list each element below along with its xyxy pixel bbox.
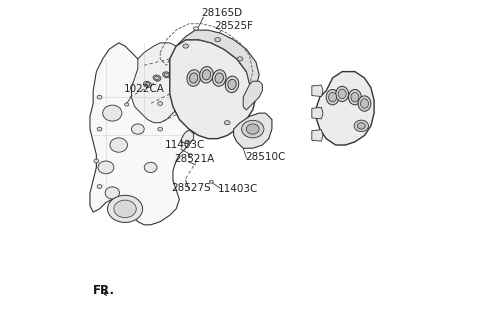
Text: 28521A: 28521A xyxy=(175,154,215,164)
Text: 11403C: 11403C xyxy=(217,184,258,194)
Ellipse shape xyxy=(158,102,163,106)
Ellipse shape xyxy=(354,120,369,132)
Ellipse shape xyxy=(237,57,243,61)
Text: 11403C: 11403C xyxy=(165,140,205,150)
Ellipse shape xyxy=(187,141,191,144)
Polygon shape xyxy=(170,40,256,139)
Ellipse shape xyxy=(97,127,102,131)
Polygon shape xyxy=(176,30,259,97)
Ellipse shape xyxy=(187,70,201,86)
Polygon shape xyxy=(234,113,272,148)
Polygon shape xyxy=(312,107,323,119)
Text: FR.: FR. xyxy=(93,284,115,298)
Polygon shape xyxy=(317,71,374,145)
Ellipse shape xyxy=(202,70,211,80)
Polygon shape xyxy=(312,130,323,141)
Polygon shape xyxy=(181,131,194,143)
Ellipse shape xyxy=(190,73,198,83)
Ellipse shape xyxy=(97,95,102,99)
Polygon shape xyxy=(103,291,107,296)
Ellipse shape xyxy=(213,70,226,86)
Ellipse shape xyxy=(326,90,339,105)
Ellipse shape xyxy=(174,76,179,80)
Ellipse shape xyxy=(183,44,189,48)
Ellipse shape xyxy=(200,67,213,83)
Ellipse shape xyxy=(108,195,143,223)
Ellipse shape xyxy=(215,73,223,83)
Ellipse shape xyxy=(103,105,122,121)
Text: 1022CA: 1022CA xyxy=(123,84,164,94)
Ellipse shape xyxy=(125,103,129,106)
Polygon shape xyxy=(312,85,323,97)
Ellipse shape xyxy=(98,161,114,174)
Text: 28525F: 28525F xyxy=(215,21,253,31)
Ellipse shape xyxy=(144,81,151,87)
Ellipse shape xyxy=(105,187,120,199)
Ellipse shape xyxy=(132,124,144,134)
Ellipse shape xyxy=(228,79,236,90)
Ellipse shape xyxy=(114,200,136,218)
Ellipse shape xyxy=(193,27,198,30)
Ellipse shape xyxy=(189,154,192,157)
Ellipse shape xyxy=(144,162,157,173)
Ellipse shape xyxy=(246,124,259,134)
Ellipse shape xyxy=(145,82,150,86)
Ellipse shape xyxy=(241,120,264,138)
Ellipse shape xyxy=(215,38,220,42)
Ellipse shape xyxy=(357,123,365,129)
Ellipse shape xyxy=(225,76,239,93)
Ellipse shape xyxy=(224,121,230,125)
Ellipse shape xyxy=(348,90,361,105)
Ellipse shape xyxy=(209,180,213,183)
Ellipse shape xyxy=(94,159,99,163)
Ellipse shape xyxy=(155,76,159,80)
Ellipse shape xyxy=(158,127,163,131)
Text: 28510C: 28510C xyxy=(245,152,285,162)
Ellipse shape xyxy=(110,138,128,152)
Polygon shape xyxy=(132,43,192,123)
Ellipse shape xyxy=(172,75,180,81)
Ellipse shape xyxy=(360,99,369,108)
Text: 28527S: 28527S xyxy=(171,183,211,193)
Ellipse shape xyxy=(329,92,336,102)
Ellipse shape xyxy=(338,89,346,99)
Ellipse shape xyxy=(351,92,359,102)
Ellipse shape xyxy=(153,75,161,81)
Ellipse shape xyxy=(97,185,102,188)
Polygon shape xyxy=(90,43,195,225)
Text: 28165D: 28165D xyxy=(202,8,243,18)
Ellipse shape xyxy=(164,73,169,77)
Ellipse shape xyxy=(358,96,371,111)
Ellipse shape xyxy=(336,86,348,102)
Polygon shape xyxy=(243,81,263,110)
Ellipse shape xyxy=(163,72,170,78)
